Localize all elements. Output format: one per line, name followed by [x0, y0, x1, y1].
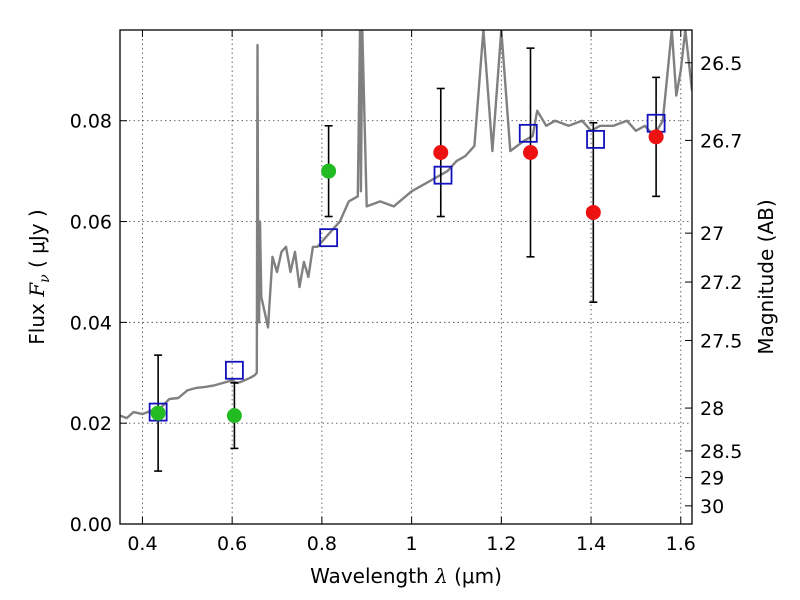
red-data-point — [648, 129, 664, 145]
x-tick-label: 1.6 — [666, 533, 696, 555]
magnitude-tick-label: 27 — [700, 223, 724, 245]
y-tick-label: 0.02 — [70, 413, 112, 435]
magnitude-tick-label: 28 — [700, 398, 724, 420]
red-data-point — [522, 144, 538, 160]
y-tick-label: 0.04 — [70, 312, 112, 334]
magnitude-tick-label: 30 — [700, 496, 724, 518]
magnitude-tick-label: 26.5 — [700, 53, 742, 75]
green-data-point — [150, 405, 166, 421]
x-tick-label: 0.8 — [307, 533, 337, 555]
magnitude-tick-label: 27.5 — [700, 331, 742, 353]
red-data-point — [585, 204, 601, 220]
model-photometry-square — [224, 360, 244, 380]
ticks: 0.4 0.6 0.8 1 1.2 1.4 1.6 0.00 0.02 0.04 0.06 0.08 2… — [70, 30, 742, 555]
red-data-point — [433, 144, 449, 160]
y-tick-label: 0.00 — [70, 514, 112, 536]
x-tick-label: 1.4 — [576, 533, 606, 555]
magnitude-axis-label: Magnitude (AB) — [754, 199, 778, 354]
model-photometry-square — [433, 165, 453, 185]
model-photometry-square — [319, 228, 339, 248]
x-tick-label: 1.2 — [486, 533, 516, 555]
y-tick-label: 0.08 — [70, 111, 112, 133]
x-axis-label: Wavelength λ (μm) — [310, 564, 502, 588]
x-tick-label: 1 — [406, 533, 418, 555]
model-photometry-square — [518, 123, 538, 143]
magnitude-tick-label: 28.5 — [700, 441, 742, 463]
magnitude-tick-label: 26.7 — [700, 130, 742, 152]
model-photometry-square — [586, 129, 605, 149]
green-data-point — [321, 163, 337, 179]
plot-frame — [119, 29, 693, 525]
plot-area — [120, 30, 692, 472]
model-spectrum-line — [120, 30, 692, 420]
y-tick-label: 0.06 — [70, 212, 112, 234]
x-tick-label: 0.6 — [217, 533, 247, 555]
magnitude-tick-label: 27.2 — [700, 272, 742, 294]
green-data-point — [226, 408, 242, 424]
magnitude-tick-label: 29 — [700, 468, 724, 490]
y-axis-label: Flux Fν ( μJy ) — [25, 209, 53, 344]
x-tick-label: 0.4 — [127, 533, 157, 555]
grid — [120, 30, 692, 524]
